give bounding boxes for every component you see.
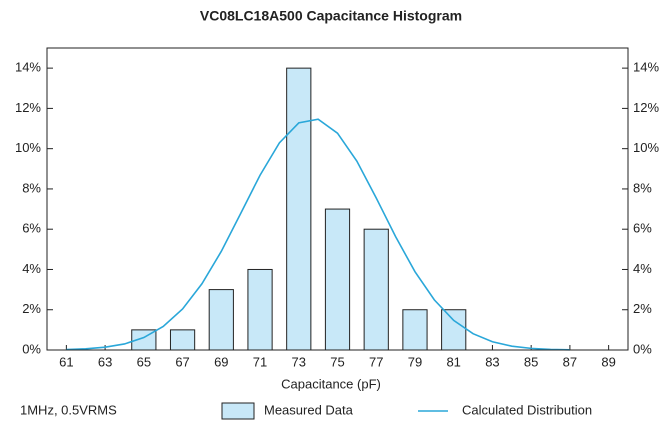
distribution-line bbox=[66, 118, 570, 351]
x-tick-label: 75 bbox=[330, 354, 344, 369]
y-tick-label: 6% bbox=[22, 221, 41, 236]
bar bbox=[363, 228, 389, 351]
x-tick-label: 67 bbox=[175, 354, 189, 369]
bar bbox=[286, 67, 312, 351]
x-axis-label: Capacitance (pF) bbox=[281, 376, 381, 391]
y2-tick-label: 4% bbox=[633, 261, 652, 276]
x-tick-label: 71 bbox=[253, 354, 267, 369]
y2-tick-label: 12% bbox=[633, 100, 659, 115]
x-tick-label: 83 bbox=[485, 354, 499, 369]
x-tick-label: 77 bbox=[369, 354, 383, 369]
bar bbox=[208, 289, 234, 351]
x-tick-label: 73 bbox=[292, 354, 306, 369]
x-tick-label: 65 bbox=[137, 354, 151, 369]
y-tick-label: 12% bbox=[15, 100, 41, 115]
y-tick-label: 8% bbox=[22, 180, 41, 195]
x-tick-label: 81 bbox=[446, 354, 460, 369]
y2-tick-label: 8% bbox=[633, 180, 652, 195]
y-tick-label: 14% bbox=[15, 60, 41, 75]
bar bbox=[324, 208, 351, 351]
x-tick-label: 87 bbox=[563, 354, 577, 369]
y2-tick-label: 10% bbox=[633, 140, 659, 155]
y2-tick-label: 0% bbox=[633, 341, 652, 356]
plot-frame bbox=[46, 47, 629, 351]
y-tick-label: 0% bbox=[22, 341, 41, 356]
y-tick-label: 10% bbox=[15, 140, 41, 155]
y-tick-label: 4% bbox=[22, 261, 41, 276]
x-tick-label: 89 bbox=[601, 354, 615, 369]
legend-label: Calculated Distribution bbox=[462, 402, 592, 417]
y2-tick-label: 6% bbox=[633, 221, 652, 236]
y2-tick-label: 2% bbox=[633, 301, 652, 316]
x-tick-label: 61 bbox=[59, 354, 73, 369]
annotation: 1MHz, 0.5VRMS bbox=[20, 402, 117, 417]
chart-title: VC08LC18A500 Capacitance Histogram bbox=[200, 8, 462, 24]
bar bbox=[169, 329, 196, 351]
x-tick-label: 85 bbox=[524, 354, 538, 369]
bar bbox=[402, 309, 428, 351]
bar bbox=[247, 268, 273, 351]
y2-tick-label: 14% bbox=[633, 60, 659, 75]
x-tick-label: 79 bbox=[408, 354, 422, 369]
x-tick-label: 69 bbox=[214, 354, 228, 369]
x-tick-label: 63 bbox=[98, 354, 112, 369]
legend-label: Measured Data bbox=[264, 402, 354, 417]
legend-swatch bbox=[221, 402, 255, 420]
y-tick-label: 2% bbox=[22, 301, 41, 316]
bar bbox=[441, 309, 467, 351]
